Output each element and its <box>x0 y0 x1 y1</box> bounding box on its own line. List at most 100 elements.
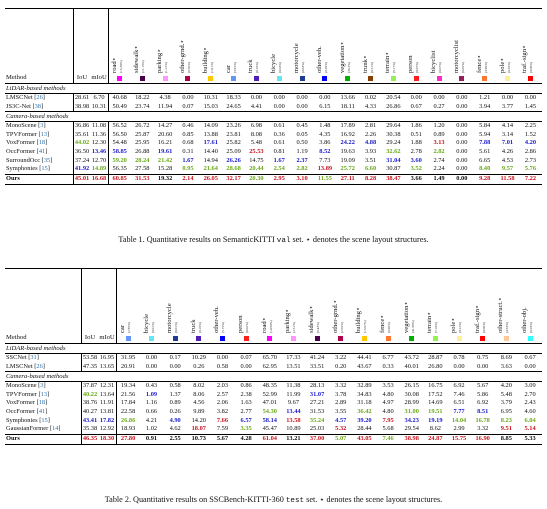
method-name: Symphonies <box>6 416 38 424</box>
class-score-cell: 1.86 <box>410 122 422 130</box>
class-score-cell: 31.04 <box>386 156 401 164</box>
class-color-swatch <box>527 76 533 81</box>
class-header: trunk⋆ (0.51%) <box>359 8 382 84</box>
class-score-cell: 0.45 <box>296 122 308 130</box>
citation-link[interactable]: 41 <box>38 407 46 415</box>
class-score-cell: 31.00 <box>404 407 419 415</box>
class-score-cell: 7.95 <box>382 416 394 424</box>
method-row: LMSCNet [26] 28.61 6.70 40.68 18.22 4.38 0.00 1… <box>5 93 542 103</box>
class-score-cell: 16.78 <box>475 416 490 424</box>
class-color-swatch <box>503 336 509 341</box>
class-score-cell: 2.25 <box>524 122 537 130</box>
class-name: vegetation⋆ <box>402 301 410 333</box>
class-score-cell: 1.45 <box>524 102 537 110</box>
class-score-cell: 26.05 <box>199 173 223 186</box>
class-score-cell: 9.28 <box>473 173 497 186</box>
citation-link[interactable]: 26 <box>36 94 43 101</box>
class-score-cell: 2.81 <box>364 122 377 130</box>
class-name: building⋆ <box>201 46 209 73</box>
metric-cell: 13.81 <box>98 407 117 417</box>
class-score-cell: 19.32 <box>153 173 177 186</box>
class-score-cell: 28.44 <box>357 425 372 433</box>
citation-link[interactable]: 3 <box>40 382 44 390</box>
caption-text: Table 2. Quantitative results on SSCBenc… <box>104 495 284 504</box>
class-score-cell: 20.60 <box>157 130 173 138</box>
class-score-cell: 1.67 <box>182 156 194 164</box>
metric-cell: 10.31 <box>90 102 109 112</box>
class-score-cell: 9.57 <box>501 165 514 173</box>
class-score-cell: 2.38 <box>240 390 252 398</box>
method-row: MonoScene [3] 37.87 12.31 19.34 0.43 0.58 8.02… <box>5 381 542 391</box>
class-score-cell: 15.75 <box>447 433 471 446</box>
class-score-cell: 3.55 <box>335 407 347 415</box>
citation-link[interactable]: 26 <box>36 362 43 370</box>
metric-cell: 36.86 <box>74 122 90 130</box>
metric-cell: 12.70 <box>90 156 109 166</box>
class-score-cell: 4.62 <box>169 425 181 433</box>
class-score-cell: 27.11 <box>336 173 360 186</box>
class-header: car (3.92%) <box>222 8 245 84</box>
metric-header: IoU <box>73 8 91 84</box>
class-score-cell: 5.48 <box>500 390 512 398</box>
class-score-cell: 4.88 <box>364 139 377 147</box>
class-score-cell: 2.74 <box>433 156 445 164</box>
class-score-cell: 19.51 <box>428 407 443 415</box>
class-score-cell: 18.22 <box>135 94 150 101</box>
citation-link[interactable]: 31 <box>30 354 37 361</box>
class-score-cell: 3.09 <box>524 382 536 390</box>
class-score-cell: 22.58 <box>120 407 136 415</box>
class-header: person (0.02%) <box>234 268 258 344</box>
class-frequency: (0.28%) <box>529 321 534 333</box>
class-header: parking⋆ (2.31%) <box>281 268 306 344</box>
citation-link[interactable]: 15 <box>41 165 48 173</box>
citation-link[interactable]: 18 <box>38 399 46 407</box>
class-score-cell: 2.26 <box>364 130 377 138</box>
class-score-cell: 1.63 <box>240 399 252 407</box>
class-score-cell: 0.00 <box>456 122 468 130</box>
method-row: VoxFormer [18] 44.02 12.30 54.48 25.95 16.21 0… <box>5 139 542 148</box>
citation-link[interactable]: 13 <box>40 130 48 138</box>
citation-link[interactable]: 41 <box>38 147 46 155</box>
class-score-cell: 44.41 <box>357 354 372 361</box>
class-color-swatch <box>436 76 442 81</box>
class-score-cell: 4.33 <box>364 102 377 110</box>
class-color-swatch <box>172 336 178 341</box>
citation-link[interactable]: 18 <box>38 139 46 147</box>
class-score-cell: 10.89 <box>286 425 301 433</box>
class-score-cell: 26.86 <box>120 416 136 424</box>
citation-link[interactable]: 38 <box>34 102 41 110</box>
class-score-cell: 34.23 <box>404 416 419 424</box>
class-score-cell: 13.21 <box>281 433 306 446</box>
metric-cell: 41.92 <box>74 165 90 173</box>
method-row: TPVFormer [13] 40.22 13.64 21.56 1.09 1.37 8.0… <box>5 390 542 400</box>
citation-link[interactable]: 15 <box>41 416 48 424</box>
results-table: Method IoU mIoU car (2.85%) bicycle (0.01%) mot… <box>5 268 542 446</box>
class-score-cell: 28.68 <box>226 165 241 173</box>
class-score-cell: 0.00 <box>524 94 537 101</box>
class-score-cell: 2.03 <box>216 382 229 390</box>
citation-link[interactable]: 14 <box>51 425 59 433</box>
class-score-cell: 0.05 <box>296 130 308 138</box>
class-header: pole⋆ (0.29%) <box>496 8 519 84</box>
class-score-cell: 3.77 <box>501 102 514 110</box>
class-score-cell: 32.89 <box>357 382 372 390</box>
class-header: building⋆ (14.1%) <box>199 8 223 84</box>
metric-cell: 46.35 <box>81 433 99 446</box>
results-table: Method IoU mIoU road⋆ (15.30%) sidewalk⋆ (11.1… <box>5 8 542 186</box>
citation-link[interactable]: 35 <box>43 156 51 164</box>
class-score-cell: 29.64 <box>386 122 401 130</box>
class-frequency: (3.92%) <box>232 61 237 73</box>
class-header: truck (0.16%) <box>186 268 211 344</box>
class-score-cell: 56.52 <box>112 122 127 130</box>
class-score-cell: 0.00 <box>182 94 194 101</box>
class-score-cell: 14.09 <box>203 122 218 130</box>
method-name-cell: SSCNet [31] <box>5 353 82 363</box>
citation-link[interactable]: 3 <box>40 122 44 130</box>
class-score-cell: 25.09 <box>226 147 241 155</box>
class-score-cell: 0.66 <box>145 407 158 415</box>
class-color-swatch <box>290 336 296 341</box>
class-score-cell: 0.89 <box>433 130 445 138</box>
class-score-cell: 47.01 <box>262 399 277 407</box>
class-score-cell: 0.00 <box>216 354 229 361</box>
citation-link[interactable]: 13 <box>40 390 48 398</box>
